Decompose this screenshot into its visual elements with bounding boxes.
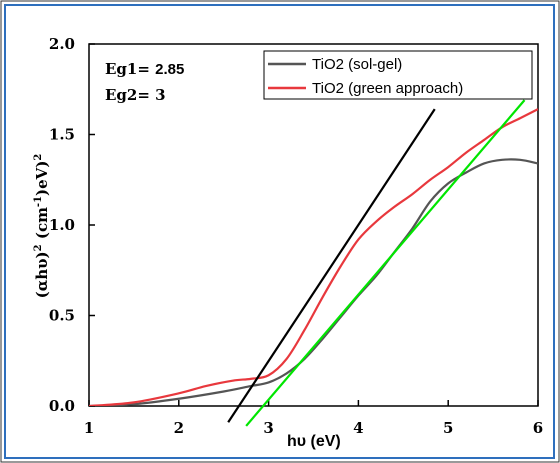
x-tick-label: 5 [443, 419, 453, 437]
legend-box [263, 50, 533, 100]
x-axis-label: hυ (eV) [287, 433, 341, 450]
x-tick-label: 4 [353, 419, 363, 437]
fit-line-1 [245, 99, 526, 427]
fit-lines-group [227, 99, 526, 427]
y-tick-label: 1.5 [49, 126, 75, 144]
y-axis-label: (αhυ)2 (cm-1)eV)2 [33, 154, 51, 299]
eg2-annotation: Eg2= 3 [105, 86, 166, 104]
x-tick-label: 6 [533, 419, 543, 437]
y-tick-label: 2.0 [49, 35, 75, 53]
fit-line-0 [227, 108, 436, 423]
y-tick-label: 1.0 [49, 216, 75, 234]
legend-label-sol-gel: TiO2 (sol-gel) [312, 56, 402, 73]
x-tick-label: 3 [263, 419, 273, 437]
figure-border [4, 4, 555, 459]
series-line-1 [89, 108, 538, 406]
tick-labels: 1 2 3 4 5 6 0.0 0.5 1.0 1.5 2.0 [49, 35, 543, 437]
eg1-annotation: Eg1= 2.85 [105, 60, 184, 78]
legend-label-green-approach: TiO2 (green approach) [312, 80, 463, 97]
eg2-value: 3 [155, 86, 165, 104]
legend: TiO2 (sol-gel) TiO2 (green approach) [263, 50, 533, 100]
y-tick-label: 0.0 [49, 397, 75, 415]
x-tick-label: 1 [84, 419, 94, 437]
x-tick-label: 2 [174, 419, 184, 437]
y-tick-label: 0.5 [49, 307, 75, 325]
eg1-value: 2.85 [155, 61, 184, 78]
